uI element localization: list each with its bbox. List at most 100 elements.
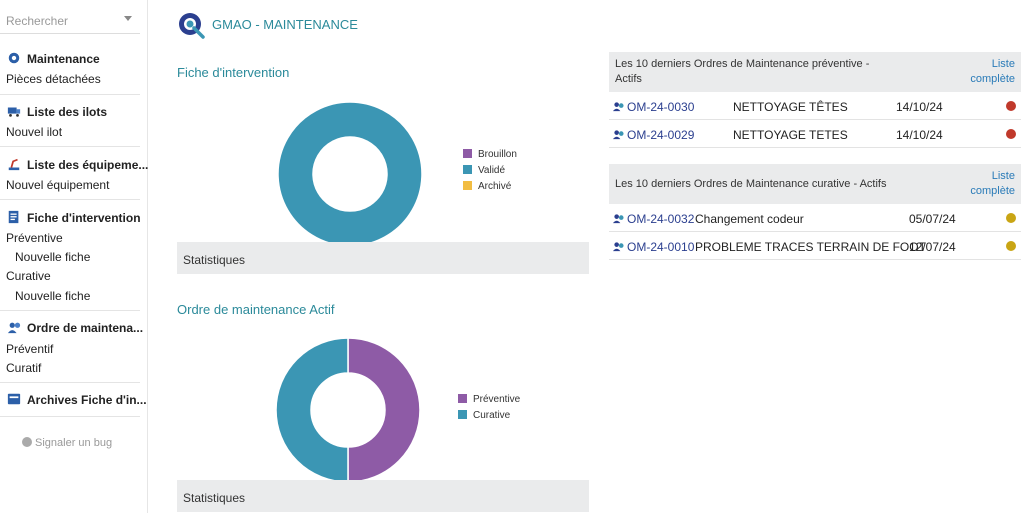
report-bug-link[interactable]: Signaler un bug [22, 437, 112, 449]
search-input[interactable]: Rechercher [6, 14, 69, 28]
legend-label: Curative [473, 410, 511, 421]
legend-swatch [463, 181, 472, 190]
order-ref: OM-24-0029 [627, 128, 695, 142]
truck-icon [7, 107, 21, 117]
status-dot [1006, 101, 1016, 111]
menu-fiche-label: Fiche d'intervention [27, 211, 141, 225]
order-ref-link[interactable]: OM-24-0032 [613, 212, 694, 226]
fiche-chart-title: Fiche d'intervention [177, 65, 290, 80]
legend-item-curative: Curative [458, 410, 510, 421]
legend-item-archive: Archivé [463, 181, 511, 192]
table-row[interactable]: OM-24-0010 PROBLEME TRACES TERRAIN DE FO… [609, 232, 1021, 260]
donut-slice-pr-ventive[interactable] [347, 337, 421, 483]
report-bug-label: Signaler un bug [35, 437, 113, 449]
bug-icon [22, 437, 32, 447]
user-wrench-icon [613, 130, 624, 140]
divider [0, 146, 140, 147]
legend-label: Brouillon [478, 149, 517, 160]
donut-slice-valid-[interactable] [277, 101, 423, 247]
menu-archives[interactable]: Archives Fiche d'in... [6, 392, 147, 407]
order-label: NETTOYAGE TETES [733, 128, 848, 142]
table-row[interactable]: OM-24-0030 NETTOYAGE TÊTES 14/10/24 [609, 92, 1021, 120]
curative-table-title: Les 10 derniers Ordres de Maintenance cu… [615, 178, 887, 190]
sidebar: Rechercher Maintenance Pièces détachées … [0, 0, 148, 513]
chevron-down-icon[interactable] [124, 16, 132, 21]
order-label: NETTOYAGE TÊTES [733, 100, 848, 114]
curative-table-header: Les 10 derniers Ordres de Maintenance cu… [609, 164, 1021, 204]
status-dot [1006, 129, 1016, 139]
order-ref: OM-24-0032 [627, 212, 695, 226]
order-ref-link[interactable]: OM-24-0030 [613, 100, 694, 114]
page-title: GMAO - MAINTENANCE [212, 17, 358, 32]
stats-label: Statistiques [183, 491, 246, 505]
preventive-table-title: Les 10 derniers Ordres de Maintenance pr… [615, 58, 870, 85]
menu-item-preventif[interactable]: Préventif [6, 342, 54, 356]
order-date: 14/10/24 [896, 100, 943, 114]
order-date: 14/10/24 [896, 128, 943, 142]
menu-item-curatif[interactable]: Curatif [6, 361, 42, 375]
legend-swatch [458, 394, 467, 403]
menu-ilots[interactable]: Liste des ilots [6, 104, 107, 119]
legend-label: Validé [478, 165, 506, 176]
menu-item-nouvelle-fiche[interactable]: Nouvelle fiche [15, 250, 91, 264]
order-ref-link[interactable]: OM-24-0010 [613, 240, 694, 254]
menu-archives-label: Archives Fiche d'in... [27, 393, 147, 407]
gear-icon [8, 52, 20, 64]
archive-icon [7, 393, 21, 405]
user-wrench-icon [613, 242, 624, 252]
menu-item-curative[interactable]: Curative [6, 269, 51, 283]
menu-ordre-label: Ordre de maintena... [27, 321, 144, 335]
donut-slice-curative[interactable] [275, 337, 349, 483]
user-wrench-icon [613, 102, 624, 112]
gear-wrench-icon [179, 13, 205, 39]
ordre-stats-bar[interactable]: Statistiques [177, 480, 589, 512]
divider [0, 310, 140, 311]
menu-item-nouvelle-fiche[interactable]: Nouvelle fiche [15, 289, 91, 303]
order-date: 12/07/24 [909, 240, 956, 254]
menu-item-preventive[interactable]: Préventive [6, 231, 63, 245]
menu-item-nouvel-equipement[interactable]: Nouvel équipement [6, 178, 110, 192]
user-wrench-icon [7, 322, 21, 334]
order-ref: OM-24-0030 [627, 100, 695, 114]
menu-equipements[interactable]: Liste des équipeme... [6, 157, 148, 172]
menu-item-nouvel-ilot[interactable]: Nouvel ilot [6, 125, 63, 139]
user-wrench-icon [613, 214, 624, 224]
menu-maintenance[interactable]: Maintenance [6, 51, 100, 66]
order-label: Changement codeur [695, 212, 804, 226]
menu-item-pieces[interactable]: Pièces détachées [6, 72, 101, 86]
legend-item-brouillon: Brouillon [463, 149, 517, 160]
stats-label: Statistiques [183, 253, 246, 267]
menu-equipements-label: Liste des équipeme... [27, 158, 149, 172]
menu-ordre-maintenance[interactable]: Ordre de maintena... [6, 320, 143, 335]
status-dot [1006, 241, 1016, 251]
order-date: 05/07/24 [909, 212, 956, 226]
legend-item-valide: Validé [463, 165, 505, 176]
status-dot [1006, 213, 1016, 223]
divider [0, 199, 140, 200]
legend-item-preventive: Préventive [458, 394, 520, 405]
table-row[interactable]: OM-24-0032 Changement codeur 05/07/24 [609, 204, 1021, 232]
preventive-table-header: Les 10 derniers Ordres de Maintenance pr… [609, 52, 1021, 92]
preventive-full-list-link[interactable]: Liste complète [970, 58, 1015, 85]
divider [0, 382, 140, 383]
curative-full-list-link[interactable]: Liste complète [970, 170, 1015, 197]
fiche-donut-chart [277, 101, 423, 247]
fiche-stats-bar[interactable]: Statistiques [177, 242, 589, 274]
robot-arm-icon [8, 158, 20, 171]
divider [0, 416, 140, 417]
legend-label: Archivé [478, 181, 512, 192]
ordre-chart-title: Ordre de maintenance Actif [177, 302, 335, 317]
order-label: PROBLEME TRACES TERRAIN DE FOOT [695, 240, 926, 254]
legend-label: Préventive [473, 394, 521, 405]
menu-fiche-intervention[interactable]: Fiche d'intervention [6, 210, 141, 225]
order-ref: OM-24-0010 [627, 240, 695, 254]
menu-maintenance-label: Maintenance [27, 52, 100, 66]
legend-swatch [463, 165, 472, 174]
document-icon [8, 210, 19, 224]
table-row[interactable]: OM-24-0029 NETTOYAGE TETES 14/10/24 [609, 120, 1021, 148]
ordre-donut-chart [275, 337, 421, 483]
legend-swatch [458, 410, 467, 419]
order-ref-link[interactable]: OM-24-0029 [613, 128, 694, 142]
search-box[interactable]: Rechercher [0, 8, 140, 34]
divider [0, 94, 140, 95]
